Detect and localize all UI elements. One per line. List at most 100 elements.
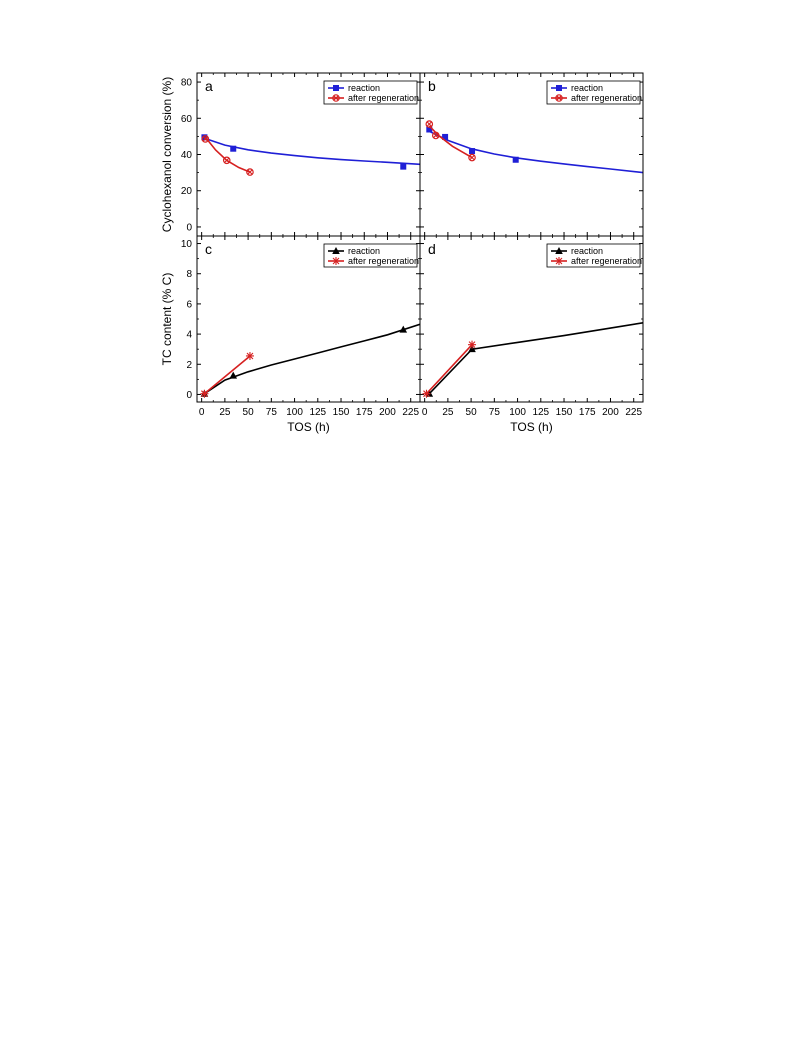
data-point	[442, 133, 449, 140]
y-tick-label: 8	[186, 269, 192, 280]
data-point	[399, 325, 408, 333]
y-tick-label: 40	[181, 150, 193, 161]
data-point-cross	[247, 169, 253, 175]
data-point	[229, 371, 238, 379]
series-fit-line	[425, 344, 473, 395]
x-tick-label: 0	[199, 407, 205, 418]
x-tick-label: 225	[625, 407, 642, 418]
x-tick-label: 50	[243, 407, 255, 418]
series-fit-line	[204, 136, 251, 173]
data-point-cross	[224, 157, 230, 163]
legend-box	[546, 80, 641, 105]
data-point	[230, 145, 237, 152]
series-after-regeneration	[200, 351, 254, 398]
legend-marker	[555, 257, 563, 265]
legend-label: after regeneration	[348, 93, 419, 103]
x-tick-label: 100	[286, 407, 303, 418]
x-tick-label: 25	[219, 407, 231, 418]
legend-label: reaction	[571, 83, 603, 93]
series-after-regeneration	[422, 340, 477, 398]
series-after-regeneration	[201, 135, 254, 176]
legend-box	[323, 80, 418, 105]
data-point-ring	[246, 168, 254, 176]
x-tick-label: 225	[402, 407, 419, 418]
y-axis-label: Cyclohexanol conversion (%)	[160, 77, 174, 232]
panel-label: c	[205, 241, 212, 257]
legend-marker-cross	[556, 95, 562, 101]
legend-marker	[332, 94, 340, 102]
y-tick-label: 2	[186, 360, 192, 371]
legend-box	[323, 243, 418, 268]
series-fit-line	[428, 125, 473, 159]
panel-label: b	[428, 78, 436, 94]
data-point-ring	[425, 120, 434, 128]
data-point-ring	[468, 153, 476, 162]
legend-box	[546, 243, 641, 268]
series-fit-line	[203, 355, 251, 395]
x-tick-label: 25	[442, 407, 454, 418]
x-tick-label: 50	[466, 407, 478, 418]
y-axis-label: TC content (% C)	[160, 273, 174, 366]
series-reaction	[200, 323, 420, 397]
data-point	[222, 156, 231, 165]
data-point-cross	[469, 154, 475, 161]
legend-marker	[332, 257, 340, 265]
data-point	[468, 153, 476, 162]
series-fit-line	[428, 130, 643, 174]
data-point	[422, 389, 431, 398]
panel-label: d	[428, 241, 436, 257]
x-tick-label: 100	[509, 407, 526, 418]
data-point-ring	[222, 156, 231, 165]
data-point-ring	[201, 135, 210, 143]
data-point	[400, 163, 407, 170]
x-axis-label: TOS (h)	[287, 420, 329, 434]
legend-label: reaction	[571, 246, 603, 256]
x-tick-label: 125	[532, 407, 549, 418]
y-tick-label: 80	[181, 78, 193, 89]
data-point	[425, 120, 434, 128]
x-tick-label: 200	[602, 407, 619, 418]
x-tick-label: 75	[266, 407, 278, 418]
x-tick-label: 150	[333, 407, 350, 418]
x-tick-label: 175	[356, 407, 373, 418]
legend-marker	[332, 247, 340, 254]
x-axis-label: TOS (h)	[510, 420, 552, 434]
data-point	[468, 345, 476, 353]
data-point-cross	[202, 136, 208, 142]
series-fit-line	[203, 323, 420, 395]
data-point	[468, 340, 477, 349]
x-tick-label: 75	[489, 407, 501, 418]
legend-label: after regeneration	[571, 93, 642, 103]
data-point	[512, 156, 519, 163]
y-tick-label: 4	[186, 330, 192, 341]
y-tick-label: 20	[181, 186, 193, 197]
y-tick-label: 10	[181, 239, 193, 250]
legend-marker	[333, 85, 339, 91]
data-point	[426, 126, 433, 133]
legend-marker-cross	[333, 95, 339, 101]
series-after-regeneration	[425, 120, 476, 162]
data-point-cross	[433, 132, 439, 139]
series-fit-line	[204, 137, 420, 166]
legend-label: after regeneration	[571, 256, 642, 266]
y-tick-label: 0	[186, 222, 192, 233]
legend-marker	[555, 247, 563, 254]
legend-marker-ring	[555, 94, 563, 102]
x-tick-label: 200	[379, 407, 396, 418]
y-tick-label: 60	[181, 114, 193, 125]
x-tick-label: 0	[422, 407, 428, 418]
x-tick-label: 175	[579, 407, 596, 418]
data-point-ring	[431, 131, 440, 140]
series-reaction	[426, 126, 643, 174]
data-point	[469, 148, 476, 155]
data-point	[245, 351, 254, 360]
legend-marker	[556, 85, 562, 91]
legend-label: reaction	[348, 83, 380, 93]
